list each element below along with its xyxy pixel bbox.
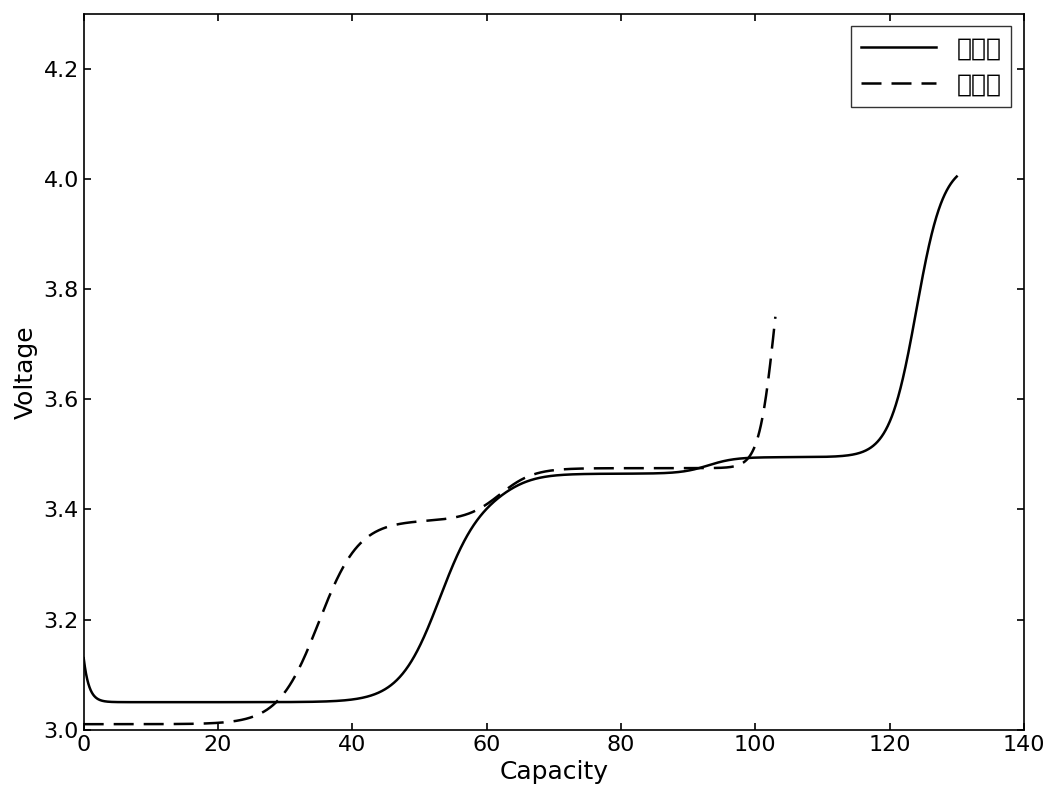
Y-axis label: Voltage: Voltage (14, 325, 38, 419)
Legend: 搼置前, 搼置后: 搼置前, 搼置后 (851, 26, 1011, 107)
X-axis label: Capacity: Capacity (499, 760, 608, 784)
